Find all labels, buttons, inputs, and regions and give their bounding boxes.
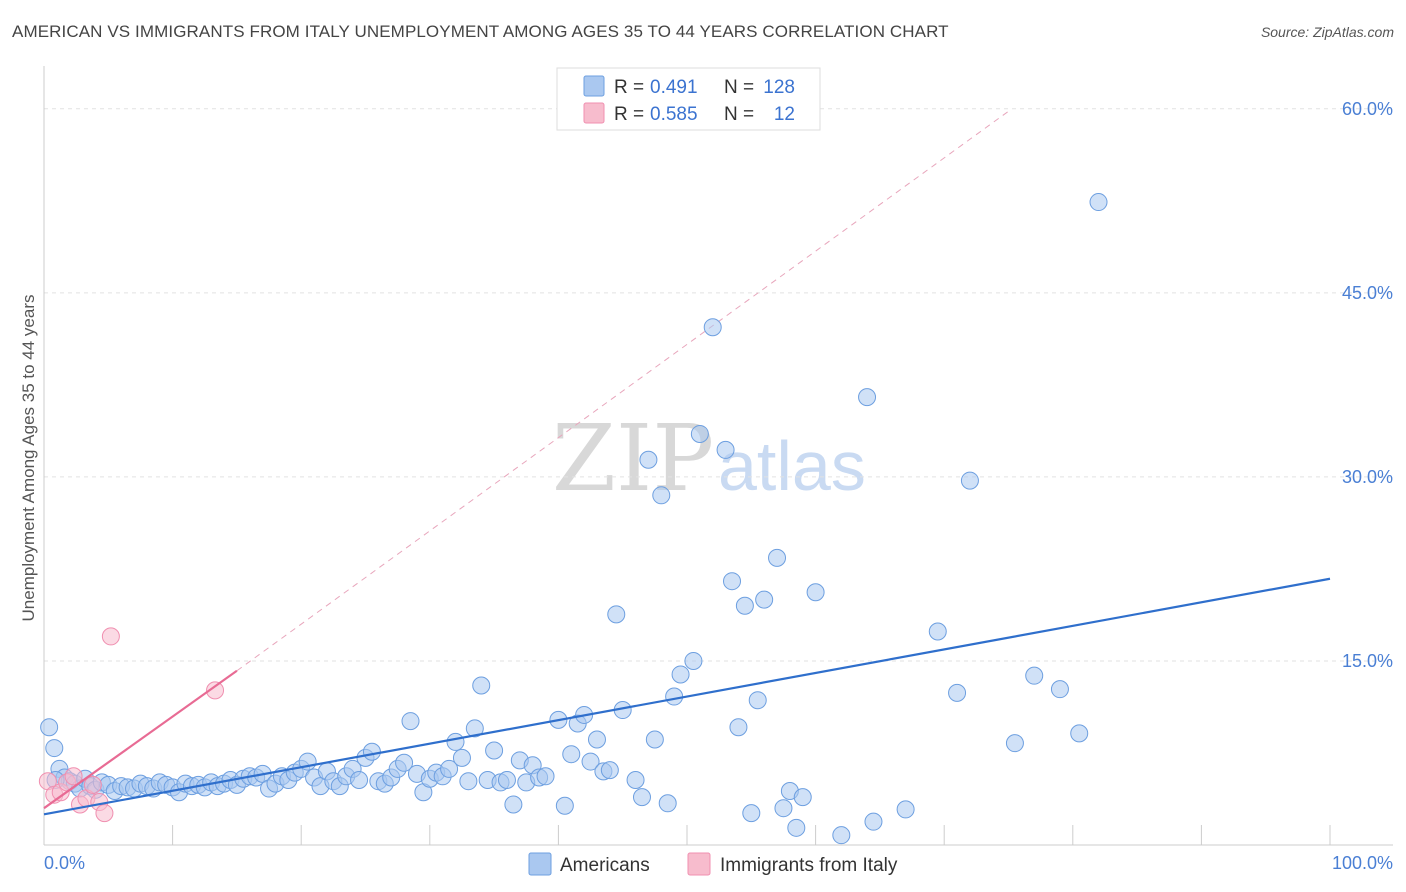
data-point-americans xyxy=(632,788,651,807)
data-point-americans xyxy=(485,741,504,760)
data-point-americans xyxy=(1005,734,1024,753)
legend-swatch-italy xyxy=(583,102,605,124)
data-point-americans xyxy=(703,318,722,337)
data-point-americans xyxy=(446,732,465,751)
data-point-americans xyxy=(645,730,664,749)
bottom-legend-italy: Immigrants from Italy xyxy=(720,855,898,876)
y-tick-label: 15.0% xyxy=(1342,651,1393,671)
data-point-americans xyxy=(658,794,677,813)
data-point-americans xyxy=(1070,724,1089,743)
data-point-americans xyxy=(723,572,742,591)
data-point-americans xyxy=(1089,193,1108,212)
bottom-legend-swatch-americans xyxy=(528,852,552,876)
trend-line-italy-extrapolated xyxy=(236,110,1009,672)
data-point-americans xyxy=(690,424,709,443)
data-point-americans xyxy=(607,605,626,624)
legend-n-label: N = xyxy=(724,77,754,98)
data-point-americans xyxy=(729,718,748,737)
data-point-americans xyxy=(581,752,600,771)
data-point-americans xyxy=(864,812,883,831)
legend-swatch-americans xyxy=(583,75,605,97)
data-point-americans xyxy=(555,796,574,815)
trend-line-italy xyxy=(43,669,238,810)
data-point-americans xyxy=(1025,666,1044,685)
data-point-americans xyxy=(600,761,619,780)
trend-line-americans xyxy=(43,577,1331,816)
data-point-americans xyxy=(787,818,806,837)
data-point-americans xyxy=(626,770,645,789)
legend-n-value-italy: 12 xyxy=(774,104,795,125)
x-tick-label-min: 0.0% xyxy=(44,853,85,873)
data-point-americans xyxy=(40,718,59,737)
bottom-legend-americans: Americans xyxy=(560,855,650,876)
data-point-americans xyxy=(472,676,491,695)
bottom-legend: Americans Immigrants from Italy xyxy=(528,852,898,876)
data-point-americans xyxy=(896,800,915,819)
data-point-americans xyxy=(362,742,381,761)
axes: 15.0% 30.0% 45.0% 60.0% xyxy=(43,66,1393,846)
x-tick-label-max: 100.0% xyxy=(1332,853,1393,873)
chart-title: AMERICAN VS IMMIGRANTS FROM ITALY UNEMPL… xyxy=(12,22,949,41)
data-point-americans xyxy=(350,770,369,789)
trend-lines xyxy=(236,110,1009,672)
data-points xyxy=(38,193,1331,845)
data-point-americans xyxy=(671,665,690,684)
data-point-americans xyxy=(768,548,787,567)
data-point-americans xyxy=(395,753,414,772)
data-point-americans xyxy=(742,804,761,823)
y-tick-label: 45.0% xyxy=(1342,283,1393,303)
legend-r-value-americans: 0.491 xyxy=(650,77,698,98)
data-point-americans xyxy=(948,683,967,702)
data-point-italy xyxy=(95,804,114,823)
data-point-americans xyxy=(497,770,516,789)
data-point-americans xyxy=(536,767,555,786)
data-point-americans xyxy=(716,440,735,459)
source-label: Source: ZipAtlas.com xyxy=(1260,24,1394,40)
legend-r-label: R = xyxy=(614,104,644,125)
data-point-americans xyxy=(832,826,851,845)
data-point-italy xyxy=(206,681,225,700)
data-point-americans xyxy=(504,795,523,814)
legend-n-label: N = xyxy=(724,104,754,125)
data-point-americans xyxy=(774,799,793,818)
y-axis-label: Unemployment Among Ages 35 to 44 years xyxy=(19,295,38,622)
data-point-americans xyxy=(401,712,420,731)
data-point-americans xyxy=(928,622,947,641)
data-point-italy xyxy=(83,775,102,794)
data-point-americans xyxy=(748,691,767,710)
data-point-americans xyxy=(1050,680,1069,699)
data-point-americans xyxy=(684,651,703,670)
legend: R = 0.491 N = 128 R = 0.585 N = 12 xyxy=(556,67,821,131)
watermark-zip: ZIP xyxy=(552,405,714,512)
watermark-atlas: atlas xyxy=(718,427,866,505)
y-tick-label: 30.0% xyxy=(1342,467,1393,487)
data-point-americans xyxy=(459,772,478,791)
data-point-americans xyxy=(735,596,754,615)
grid xyxy=(44,108,1393,662)
data-point-americans xyxy=(652,486,671,505)
data-point-americans xyxy=(587,730,606,749)
data-point-americans xyxy=(452,748,471,767)
data-point-italy xyxy=(64,767,83,786)
legend-n-value-americans: 128 xyxy=(763,77,795,98)
data-point-americans xyxy=(45,739,64,758)
legend-r-label: R = xyxy=(614,77,644,98)
data-point-americans xyxy=(440,759,459,778)
data-point-americans xyxy=(639,450,658,469)
data-point-americans xyxy=(806,583,825,602)
data-point-americans xyxy=(665,687,684,706)
data-point-americans xyxy=(465,719,484,738)
data-point-americans xyxy=(755,590,774,609)
bottom-legend-swatch-italy xyxy=(687,852,711,876)
y-tick-label: 60.0% xyxy=(1342,99,1393,119)
data-point-americans xyxy=(858,388,877,407)
data-point-americans xyxy=(793,788,812,807)
data-point-americans xyxy=(960,471,979,490)
legend-r-value-italy: 0.585 xyxy=(650,104,698,125)
data-point-americans xyxy=(562,745,581,764)
data-point-italy xyxy=(101,627,120,646)
